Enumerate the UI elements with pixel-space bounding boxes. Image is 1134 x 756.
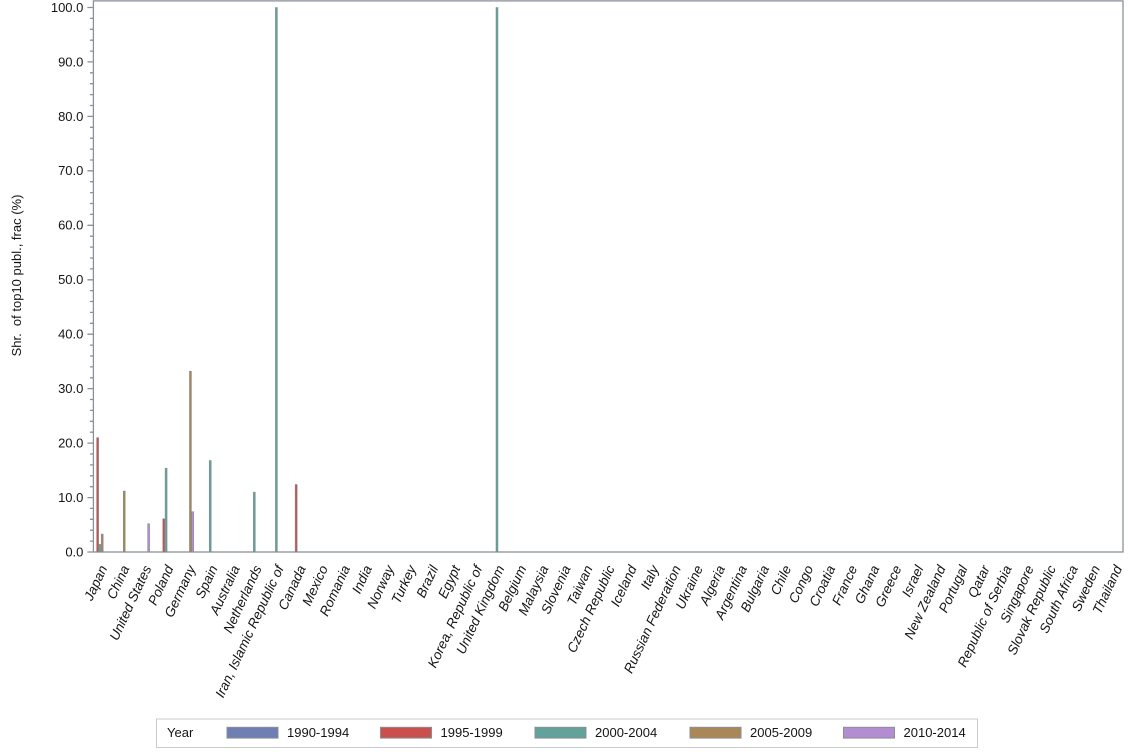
- svg-text:2000-2004: 2000-2004: [595, 725, 657, 740]
- svg-text:80.0: 80.0: [58, 109, 83, 124]
- svg-text:1995-1999: 1995-1999: [441, 725, 503, 740]
- svg-text:10.0: 10.0: [58, 490, 83, 505]
- svg-text:50.0: 50.0: [58, 272, 83, 287]
- svg-text:100.0: 100.0: [51, 0, 84, 15]
- svg-text:60.0: 60.0: [58, 218, 83, 233]
- svg-text:70.0: 70.0: [58, 163, 83, 178]
- svg-text:0.0: 0.0: [65, 544, 83, 559]
- svg-text:90.0: 90.0: [58, 54, 83, 69]
- svg-text:Shr. of top10 publ., frac (%): Shr. of top10 publ., frac (%): [9, 195, 24, 357]
- svg-text:20.0: 20.0: [58, 436, 83, 451]
- svg-text:2010-2014: 2010-2014: [904, 725, 966, 740]
- svg-text:2005-2009: 2005-2009: [750, 725, 812, 740]
- svg-text:30.0: 30.0: [58, 381, 83, 396]
- svg-text:40.0: 40.0: [58, 327, 83, 342]
- svg-text:Year: Year: [167, 725, 194, 740]
- svg-text:1990-1994: 1990-1994: [287, 725, 349, 740]
